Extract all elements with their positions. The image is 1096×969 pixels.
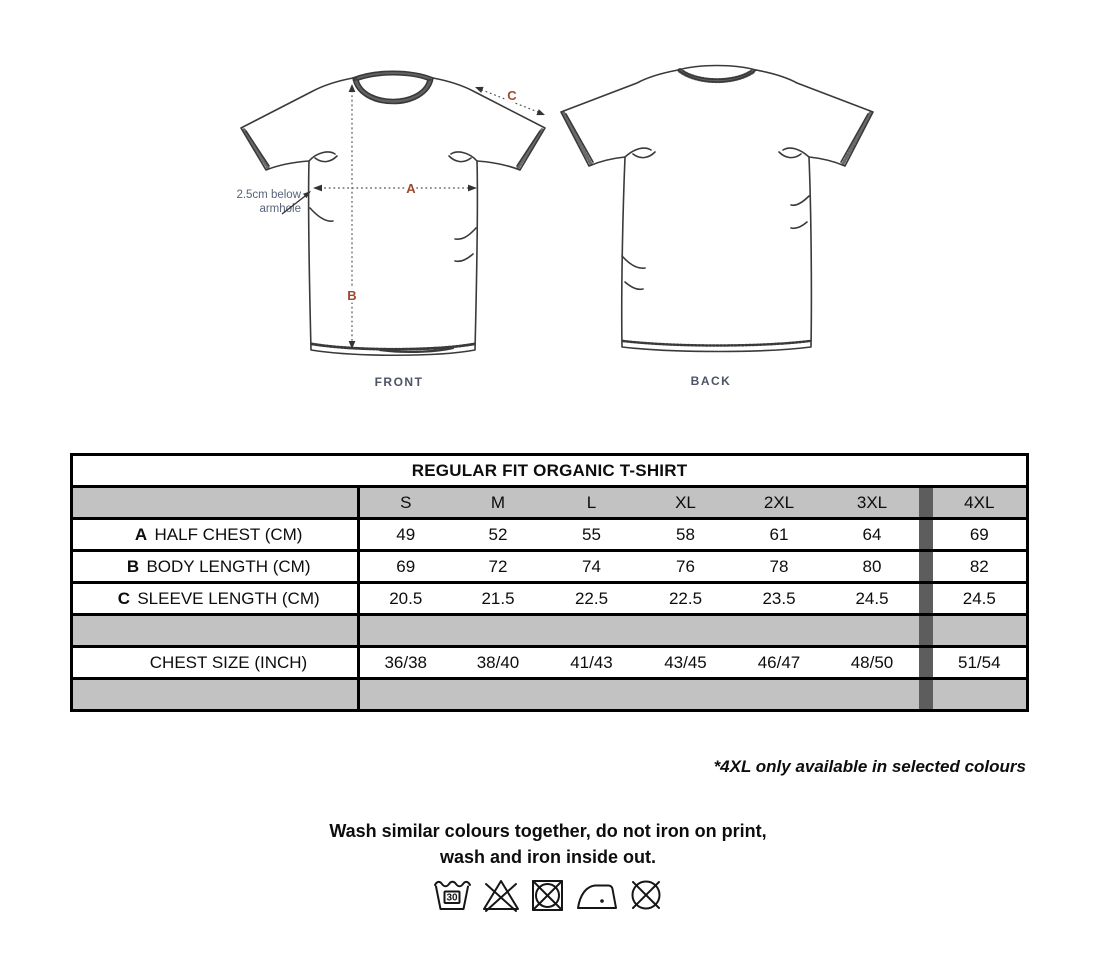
- column-divider: [918, 517, 933, 551]
- measure-b-line: B: [345, 84, 359, 349]
- front-shirt-diagram: A B C 2.5cm below armhole: [236, 70, 546, 357]
- row-label: CHEST SIZE (INCH): [71, 645, 360, 679]
- table-title-row: REGULAR FIT ORGANIC T-SHIRT: [71, 453, 1028, 487]
- measure-c-label: C: [507, 88, 517, 103]
- row-label-text: HALF CHEST (CM): [154, 524, 303, 544]
- wash-instructions-line1: Wash similar colours together, do not ir…: [329, 821, 767, 841]
- size-col-header: 2XL: [732, 485, 826, 519]
- column-divider: [918, 645, 933, 679]
- measurement-value: 61: [732, 517, 826, 551]
- measurement-value: 21.5: [451, 581, 545, 615]
- measurement-value: 23.5: [732, 581, 826, 615]
- size-header-row: S M L XL 2XL 3XL 4XL: [71, 485, 1028, 519]
- table-row-sleeve-length: C SLEEVE LENGTH (CM) 20.5 21.5 22.5 22.5 …: [71, 581, 1028, 615]
- wash-instructions: Wash similar colours together, do not ir…: [0, 818, 1096, 870]
- front-view-label: FRONT: [374, 375, 424, 389]
- footnote-4xl: *4XL only available in selected colours: [713, 757, 1026, 776]
- measurement-value: 49: [358, 517, 452, 551]
- measurement-value: 20.5: [358, 581, 452, 615]
- row-label-text: CHEST SIZE (INCH): [149, 652, 308, 672]
- front-shirt-outline: [240, 70, 546, 357]
- measurement-value: 43/45: [638, 645, 733, 679]
- size-col-header-4xl: 4XL: [932, 485, 1028, 519]
- size-chart-table: REGULAR FIT ORGANIC T-SHIRT S M L XL 2XL…: [70, 453, 1030, 712]
- size-col-header: M: [451, 485, 545, 519]
- measurement-value: 46/47: [732, 645, 826, 679]
- care-icons-row: 30: [0, 876, 1096, 914]
- measurement-value-4xl: 69: [932, 517, 1028, 551]
- measurement-value: 74: [544, 549, 639, 583]
- armhole-note-arrow: [281, 192, 310, 215]
- column-divider: [918, 581, 933, 615]
- size-col-header: S: [358, 485, 452, 519]
- size-col-header: XL: [638, 485, 733, 519]
- size-col-header: L: [544, 485, 639, 519]
- measurement-value: 41/43: [544, 645, 639, 679]
- spacer-row: [71, 677, 1028, 711]
- table-title: REGULAR FIT ORGANIC T-SHIRT: [71, 453, 1028, 487]
- measurement-value-4xl: 51/54: [932, 645, 1028, 679]
- back-view-label: BACK: [690, 374, 732, 388]
- iron-one-dot-icon: [577, 884, 617, 909]
- size-col-header: 3XL: [825, 485, 919, 519]
- row-label-text: BODY LENGTH (CM): [146, 556, 311, 576]
- back-shirt-diagram: [560, 64, 874, 353]
- armhole-note-line1: 2.5cm below: [236, 189, 301, 201]
- row-key: A: [134, 524, 148, 544]
- measurement-value: 76: [638, 549, 733, 583]
- column-divider: [918, 613, 933, 647]
- row-label-text: SLEEVE LENGTH (CM): [137, 588, 320, 608]
- wash-30-icon: 30: [434, 880, 471, 910]
- table-row-half-chest: A HALF CHEST (CM) 49 52 55 58 61 64 69: [71, 517, 1028, 551]
- column-divider: [918, 549, 933, 583]
- measurement-value: 22.5: [544, 581, 639, 615]
- measurement-value: 69: [358, 549, 452, 583]
- measurement-value: 36/38: [358, 645, 452, 679]
- row-label: C SLEEVE LENGTH (CM): [71, 581, 360, 615]
- measurement-value: 38/40: [451, 645, 545, 679]
- armhole-note-line2: armhole: [259, 203, 301, 215]
- measurement-value: 52: [451, 517, 545, 551]
- measurement-value: 22.5: [638, 581, 733, 615]
- measurement-value: 80: [825, 549, 919, 583]
- measurement-value: 58: [638, 517, 733, 551]
- measurement-value: 64: [825, 517, 919, 551]
- do-not-bleach-icon: [483, 880, 519, 912]
- measurement-value-4xl: 82: [932, 549, 1028, 583]
- wash-temp-value: 30: [446, 893, 458, 904]
- measure-c-line: C: [475, 86, 545, 116]
- wash-instructions-line2: wash and iron inside out.: [439, 847, 657, 867]
- row-key: B: [126, 556, 140, 576]
- empty-header-cell: [71, 485, 360, 519]
- table-row-chest-size-inch: CHEST SIZE (INCH) 36/38 38/40 41/43 43/4…: [71, 645, 1028, 679]
- do-not-tumble-dry-icon: [532, 880, 563, 911]
- back-shirt-outline: [560, 64, 874, 353]
- row-label: B BODY LENGTH (CM): [71, 549, 360, 583]
- armhole-note: 2.5cm below armhole: [236, 189, 311, 215]
- measurement-value: 24.5: [825, 581, 919, 615]
- row-label: A HALF CHEST (CM): [71, 517, 360, 551]
- measurement-value: 55: [544, 517, 639, 551]
- measurement-value: 78: [732, 549, 826, 583]
- row-key: C: [117, 588, 130, 608]
- column-divider: [918, 485, 933, 519]
- measurement-value-4xl: 24.5: [932, 581, 1028, 615]
- measure-a-label: A: [406, 181, 416, 196]
- measurement-value: 72: [451, 549, 545, 583]
- do-not-dry-clean-icon: [631, 880, 661, 910]
- column-divider: [918, 677, 933, 711]
- measurement-value: 48/50: [825, 645, 919, 679]
- spacer-row: [71, 613, 1028, 647]
- table-row-body-length: B BODY LENGTH (CM) 69 72 74 76 78 80 82: [71, 549, 1028, 583]
- size-table-section: REGULAR FIT ORGANIC T-SHIRT S M L XL 2XL…: [70, 453, 1030, 712]
- measure-b-label: B: [347, 288, 356, 303]
- measure-a-line: A: [313, 179, 477, 199]
